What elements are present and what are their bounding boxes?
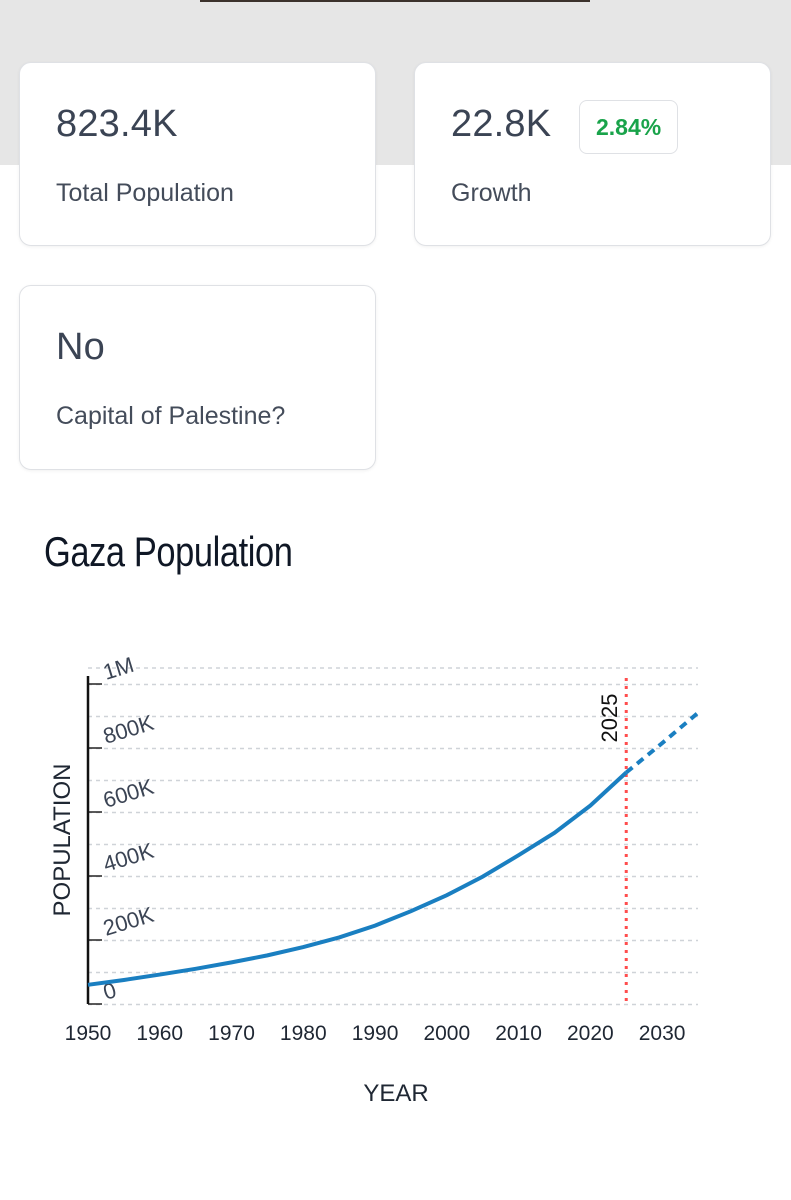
series-historical-line <box>87 771 628 987</box>
x-tick-label: 2010 <box>495 1022 542 1045</box>
total-population-label: Total Population <box>56 179 234 207</box>
x-tick-label: 1970 <box>208 1022 255 1045</box>
x-tick-label: 1990 <box>352 1022 399 1045</box>
capital-label: Capital of Palestine? <box>56 402 286 430</box>
x-tick-label: 2020 <box>567 1022 614 1045</box>
x-axis-ticks: 1950 1960 1970 1980 1990 2000 2010 2020 2030 <box>65 1022 686 1045</box>
y-tick-label: 400K <box>100 838 157 877</box>
x-tick-label: 2000 <box>423 1022 470 1045</box>
x-tick-label: 1950 <box>65 1022 112 1045</box>
growth-rate-badge: 2.84% <box>579 100 679 154</box>
y-axis-label: POPULATION <box>49 764 76 917</box>
year-marker: 2025 <box>597 678 628 1002</box>
chart-title: Gaza Population <box>44 528 293 575</box>
x-tick-label: 1960 <box>136 1022 183 1045</box>
x-tick-label: 2030 <box>639 1022 686 1045</box>
grid-lines <box>88 667 698 1006</box>
total-population-value: 823.4K <box>56 103 178 145</box>
y-tick-label: 600K <box>100 774 157 813</box>
header-accent-bar <box>200 0 590 2</box>
growth-label: Growth <box>451 179 532 207</box>
series-lines <box>87 711 700 987</box>
growth-card: 22.8K 2.84% Growth <box>414 62 771 246</box>
y-tick-label: 1M <box>100 652 137 685</box>
x-tick-label: 1980 <box>280 1022 327 1045</box>
growth-value: 22.8K <box>451 103 552 145</box>
y-tick-label: 200K <box>100 902 157 941</box>
marker-label: 2025 <box>597 694 622 743</box>
total-population-card: 823.4K Total Population <box>19 62 376 246</box>
x-axis-label: YEAR <box>363 1080 428 1107</box>
y-tick-label: 800K <box>100 710 157 749</box>
capital-card: No Capital of Palestine? <box>19 285 376 470</box>
series-projection-line <box>624 711 700 775</box>
capital-value: No <box>56 326 105 368</box>
